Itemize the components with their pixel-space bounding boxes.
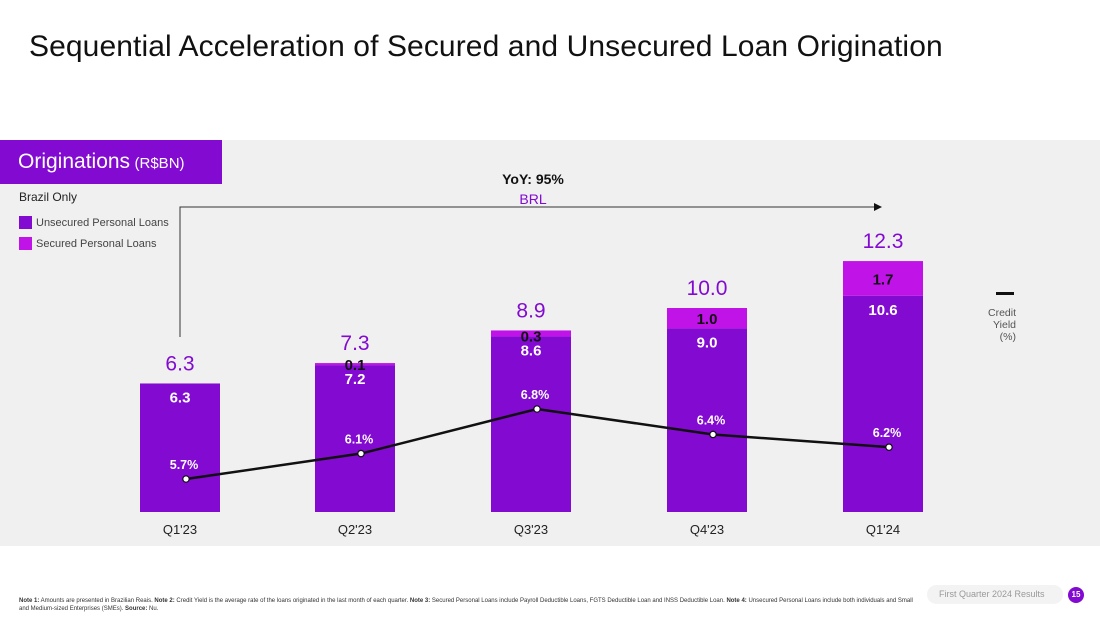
bar-label-unsecured: 9.0 xyxy=(697,334,718,351)
credit-yield-legend-line-1: Credit xyxy=(987,307,1016,319)
footnote-text: Unsecured Personal Loans include both in… xyxy=(19,598,913,612)
bar-total-label: 12.3 xyxy=(863,230,904,253)
credit-yield-legend-line-2: Yield xyxy=(993,319,1016,331)
credit-yield-legend-line-3: (%) xyxy=(999,331,1016,343)
page-title: Sequential Acceleration of Secured and U… xyxy=(29,30,943,63)
x-tick-label: Q3'23 xyxy=(514,522,548,537)
bar-unsecured xyxy=(843,295,923,512)
yoy-arrow-line xyxy=(179,206,874,337)
bar-label-secured: 0.3 xyxy=(521,329,542,346)
credit-yield-legend: Credit Yield (%) xyxy=(956,292,1016,343)
bar-secured xyxy=(843,261,923,296)
bar-secured xyxy=(315,363,395,366)
footnote-label: Source: xyxy=(125,605,148,612)
bar-total-label: 8.9 xyxy=(516,299,545,322)
footnote-text: Nu. xyxy=(147,605,159,612)
section-label: Originations xyxy=(18,150,131,173)
bar-label-unsecured: 6.3 xyxy=(170,389,191,406)
bar-label-unsecured: 10.6 xyxy=(868,302,897,319)
x-tick-label: Q1'23 xyxy=(163,522,197,537)
credit-yield-point xyxy=(533,405,541,413)
bar-secured xyxy=(667,308,747,329)
bar-label-secured: 0.1 xyxy=(345,357,366,374)
credit-yield-point xyxy=(357,449,365,458)
yoy-growth-label: YoY: 95% xyxy=(502,171,564,187)
bar-label-secured: 1.0 xyxy=(697,311,718,328)
bar-unsecured xyxy=(315,365,395,512)
footnote-label: Note 1: xyxy=(19,598,40,604)
bar-total-label: 10.0 xyxy=(687,277,728,300)
footnote-text: Credit Yield is the average rate of the … xyxy=(174,598,410,604)
legend-label-unsecured: Unsecured Personal Loans xyxy=(36,216,169,229)
legend-swatch-unsecured xyxy=(19,216,32,229)
credit-yield-label: 6.8% xyxy=(521,388,550,402)
footnote-text: Secured Personal Loans include Payroll D… xyxy=(430,598,727,604)
credit-yield-label: 6.1% xyxy=(345,433,374,447)
page-number: 15 xyxy=(1068,587,1084,603)
bar-secured xyxy=(491,330,571,337)
yoy-arrowhead-icon xyxy=(874,203,882,211)
credit-yield-label: 5.7% xyxy=(170,458,199,472)
bar-label-secured: 1.7 xyxy=(873,271,894,288)
credit-yield-line-icon xyxy=(996,292,1014,295)
credit-yield-point xyxy=(182,475,190,483)
footnote: Note 1: Amounts are presented in Brazili… xyxy=(19,598,924,613)
scope-label: Brazil Only xyxy=(19,190,78,204)
bar-unsecured xyxy=(140,383,220,512)
bar-total-label: 6.3 xyxy=(165,352,194,375)
credit-yield-point xyxy=(885,443,893,451)
credit-yield-label: 6.4% xyxy=(697,413,726,427)
x-tick-label: Q2'23 xyxy=(338,522,372,537)
section-unit: (R$BN) xyxy=(134,155,185,172)
x-tick-label: Q4'23 xyxy=(690,522,724,537)
yoy-currency-label: BRL xyxy=(519,191,546,207)
bar-unsecured xyxy=(667,328,747,512)
section-tab: Originations (R$BN) xyxy=(0,140,222,184)
legend-item-secured: Secured Personal Loans xyxy=(19,237,156,250)
bar-label-unsecured: 8.6 xyxy=(521,343,542,360)
legend-swatch-secured xyxy=(19,237,32,250)
report-label: First Quarter 2024 Results xyxy=(927,585,1063,604)
footnote-label: Note 2: xyxy=(154,598,175,604)
footnote-label: Note 4: xyxy=(726,598,747,604)
credit-yield-point xyxy=(709,430,717,439)
x-tick-label: Q1'24 xyxy=(866,522,900,537)
bar-label-unsecured: 7.2 xyxy=(345,371,366,388)
credit-yield-label: 6.2% xyxy=(873,426,902,440)
footnote-text: Amounts are presented in Brazilian Reais… xyxy=(39,598,155,604)
bar-total-label: 7.3 xyxy=(340,332,369,355)
legend-item-unsecured: Unsecured Personal Loans xyxy=(19,216,169,229)
bar-unsecured xyxy=(491,336,571,512)
footnote-label: Note 3: xyxy=(409,598,431,604)
legend-label-secured: Secured Personal Loans xyxy=(36,237,157,250)
